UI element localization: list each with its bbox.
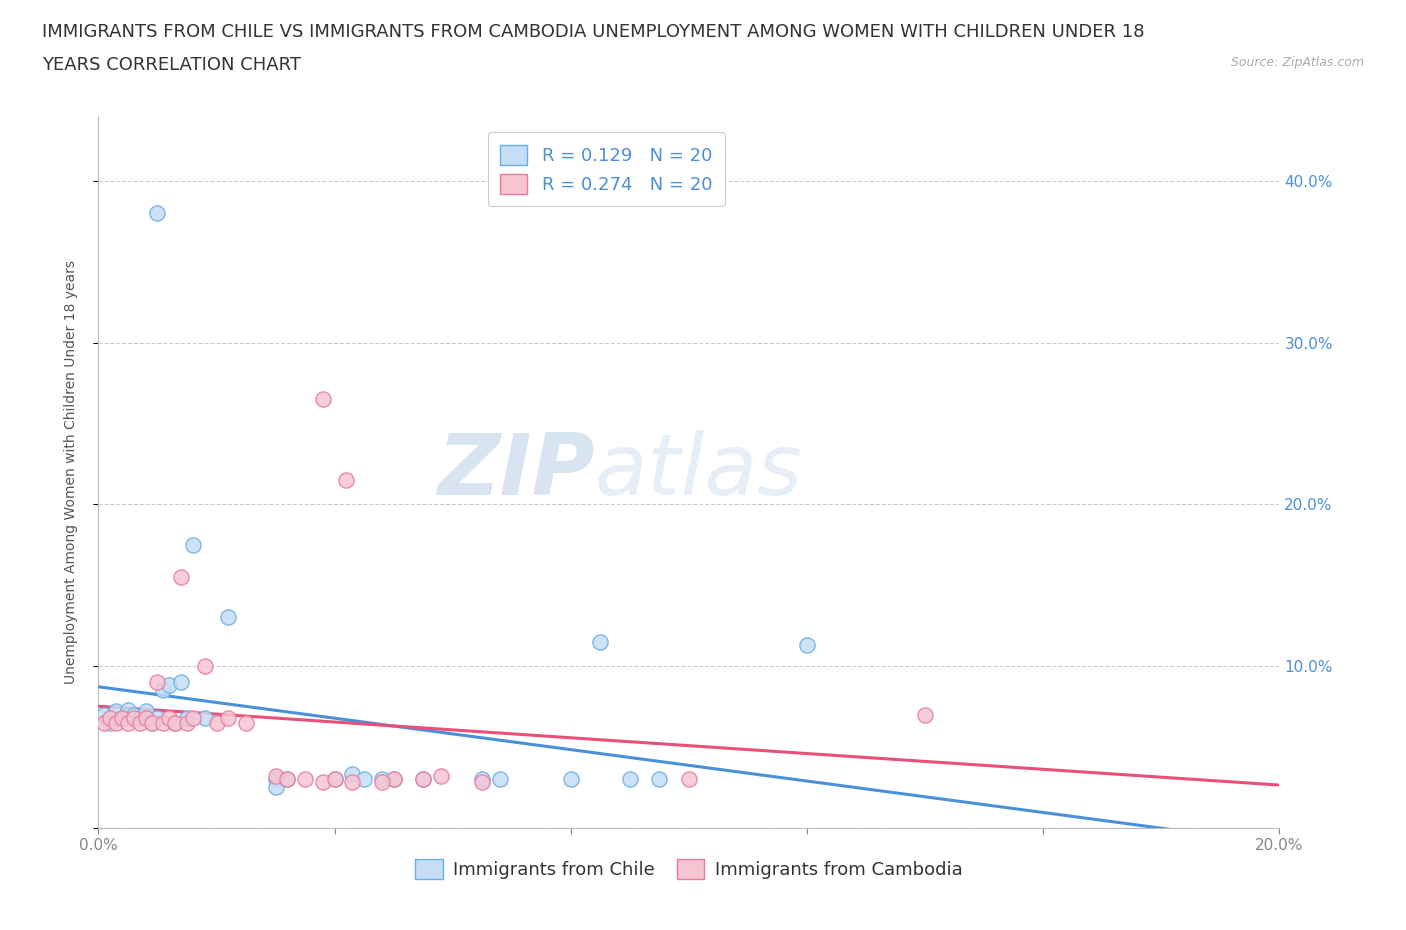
Point [264,780,287,795]
Point [235,715,257,730]
Point [165,715,187,730]
Point [176,715,198,730]
Point [217,610,239,625]
Point [122,711,145,725]
Point [430,768,453,783]
Point [335,472,357,487]
Point [489,772,512,787]
Point [152,715,174,730]
Point [471,772,494,787]
Point [165,715,187,730]
Point [342,767,364,782]
Point [914,707,936,722]
Point [117,702,139,717]
Point [135,711,157,725]
Point [111,711,134,725]
Text: atlas: atlas [595,431,803,513]
Point [589,634,612,649]
Point [135,704,157,719]
Point [342,775,364,790]
Point [93,715,115,730]
Point [412,772,434,787]
Point [157,678,180,693]
Point [152,683,174,698]
Point [146,711,169,725]
Point [141,715,163,730]
Point [648,772,671,787]
Point [194,711,217,725]
Point [146,206,169,220]
Point [371,772,394,787]
Point [323,772,346,787]
Point [181,711,204,725]
Point [122,707,145,722]
Point [276,772,298,787]
Point [382,772,405,787]
Point [170,570,193,585]
Point [128,715,150,730]
Text: ZIP: ZIP [437,431,595,513]
Legend: Immigrants from Chile, Immigrants from Cambodia: Immigrants from Chile, Immigrants from C… [408,852,970,886]
Point [382,772,405,787]
Point [264,772,287,787]
Point [323,772,346,787]
Point [412,772,434,787]
Point [176,711,198,725]
Point [619,772,641,787]
Point [170,675,193,690]
Point [471,775,494,790]
Point [678,772,700,787]
Point [157,711,180,725]
Point [111,711,134,725]
Point [371,775,394,790]
Point [181,538,204,552]
Point [560,772,582,787]
Point [276,772,298,787]
Point [796,638,818,653]
Point [312,392,335,406]
Point [98,715,121,730]
Point [98,711,121,725]
Point [194,658,217,673]
Point [93,707,115,722]
Point [105,715,128,730]
Point [312,775,335,790]
Point [128,711,150,725]
Point [141,715,163,730]
Point [294,772,316,787]
Point [205,715,228,730]
Point [146,675,169,690]
Point [353,772,375,787]
Point [264,768,287,783]
Point [105,704,128,719]
Text: IMMIGRANTS FROM CHILE VS IMMIGRANTS FROM CAMBODIA UNEMPLOYMENT AMONG WOMEN WITH : IMMIGRANTS FROM CHILE VS IMMIGRANTS FROM… [42,23,1144,41]
Text: YEARS CORRELATION CHART: YEARS CORRELATION CHART [42,56,301,73]
Text: Source: ZipAtlas.com: Source: ZipAtlas.com [1230,56,1364,69]
Point [117,715,139,730]
Y-axis label: Unemployment Among Women with Children Under 18 years: Unemployment Among Women with Children U… [63,260,77,684]
Point [217,711,239,725]
